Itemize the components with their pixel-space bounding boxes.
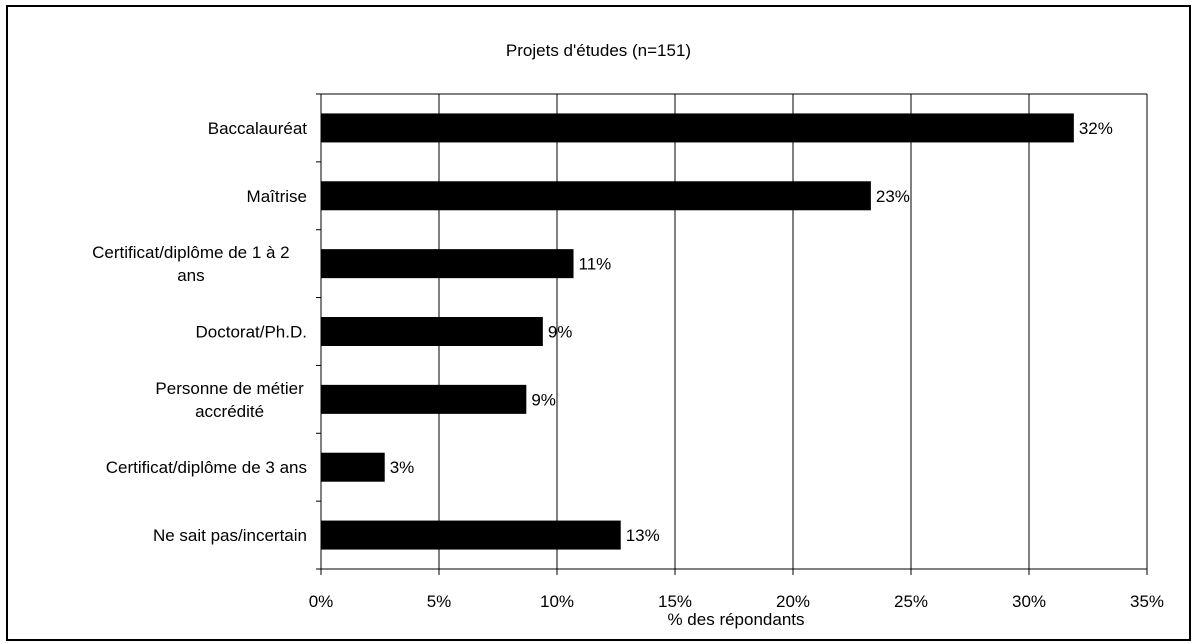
- category-label-line: Certificat/diplôme de 1 à 2: [92, 243, 290, 262]
- category-label: Certificat/diplôme de 3 ans: [106, 458, 307, 477]
- category-label: Ne sait pas/incertain: [153, 526, 307, 545]
- x-tick-label: 20%: [776, 592, 810, 611]
- category-label-line: Doctorat/Ph.D.: [196, 323, 308, 342]
- data-label: 32%: [1079, 119, 1113, 138]
- category-label: Certificat/diplôme de 1 à 2 ans: [92, 243, 290, 285]
- category-label-line: Certificat/diplôme de 3 ans: [106, 458, 307, 477]
- category-label-line: ans: [177, 266, 204, 285]
- bar: [321, 452, 385, 482]
- bar: [321, 181, 871, 211]
- data-label: 23%: [876, 187, 910, 206]
- category-label-line: Baccalauréat: [208, 119, 308, 138]
- category-label: Maîtrise: [247, 187, 307, 206]
- category-label-line: Maîtrise: [247, 187, 307, 206]
- data-label: 3%: [390, 458, 415, 477]
- chart-title: Projets d'études (n=151): [505, 41, 692, 60]
- category-label: Doctorat/Ph.D.: [196, 323, 308, 342]
- category-label: Personne de métier accrédité: [155, 379, 304, 421]
- x-tick-label: 5%: [427, 592, 452, 611]
- data-label: 13%: [626, 526, 660, 545]
- x-tick-label: 35%: [1130, 592, 1164, 611]
- category-label-line: Personne de métier: [155, 379, 304, 398]
- x-tick-label: 30%: [1012, 592, 1046, 611]
- x-tick-label: 0%: [309, 592, 334, 611]
- category-label: Baccalauréat: [208, 119, 308, 138]
- data-label: 11%: [579, 255, 612, 274]
- category-label-line: accrédité: [195, 402, 264, 421]
- x-tick-label: 25%: [894, 592, 928, 611]
- bar: [321, 249, 574, 279]
- data-label: 9%: [548, 323, 573, 342]
- bar: [321, 317, 543, 346]
- category-label-line: Ne sait pas/incertain: [153, 526, 307, 545]
- x-tick-label: 15%: [658, 592, 692, 611]
- bar: [321, 384, 527, 414]
- x-axis-label: % des répondants: [667, 610, 804, 629]
- data-label: 9%: [531, 390, 556, 409]
- bar: [321, 113, 1074, 143]
- x-tick-label: 10%: [540, 592, 574, 611]
- bar: [321, 520, 621, 550]
